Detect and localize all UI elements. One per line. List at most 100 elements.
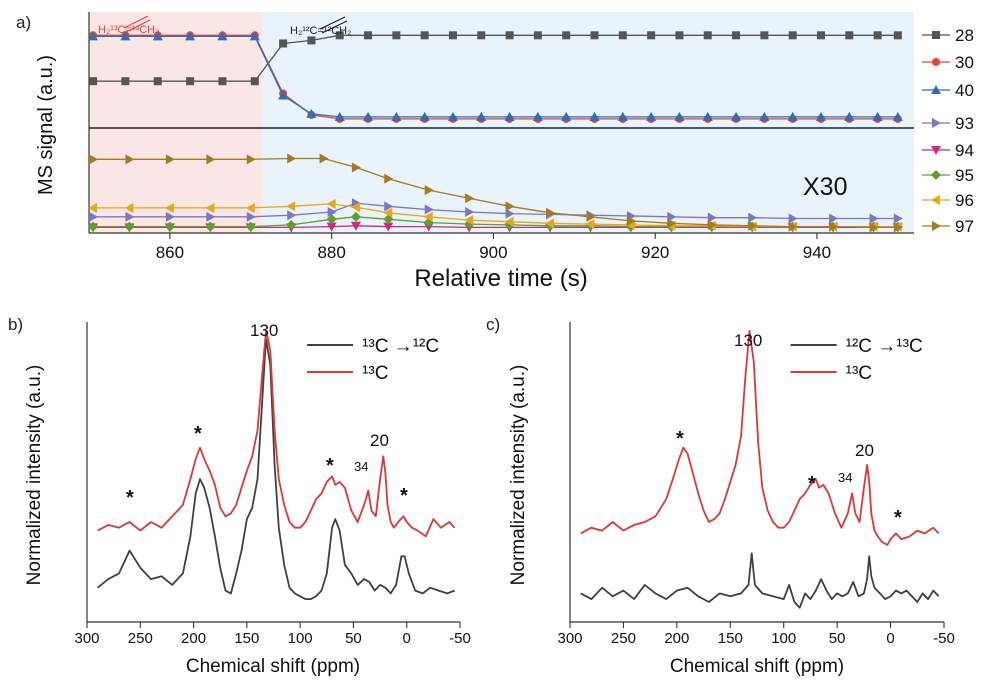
- shaded-region-13c: [89, 12, 262, 233]
- x-tick-label: 100: [771, 630, 796, 647]
- series-93-point: [829, 213, 839, 224]
- legend-marker-96: [931, 195, 940, 205]
- series-95-point: [164, 221, 175, 232]
- series-93-point: [165, 211, 175, 222]
- series-28-point: [186, 77, 195, 86]
- series-28-point: [448, 31, 457, 40]
- legend-marker-40: [931, 85, 941, 94]
- molecule-12c-label: H₂¹²C=¹²CH₂: [290, 25, 351, 37]
- x-tick-label: 250: [128, 630, 153, 647]
- series-28-point: [590, 31, 599, 40]
- b-sideband-star-2: *: [194, 423, 202, 445]
- legend-label-40: 40: [955, 81, 974, 100]
- spectrum-black: [580, 552, 940, 609]
- series-97-point: [165, 154, 175, 165]
- a-x-tick-label: 860: [156, 243, 184, 262]
- series-97-point: [384, 173, 394, 184]
- legend-marker-30: [932, 58, 940, 66]
- series-96-point: [205, 202, 215, 213]
- series-97-point: [626, 215, 636, 226]
- c-x-ticks: 300 250 200 150 100 50 0 -50: [557, 622, 955, 647]
- series-93-point: [893, 213, 903, 224]
- series-97-point: [893, 222, 903, 233]
- series-28-point: [562, 31, 571, 40]
- x-tick-label: 100: [288, 630, 313, 647]
- series-97-point: [788, 221, 798, 232]
- c-peak-label-130: 130: [734, 331, 762, 350]
- series-96-point: [585, 219, 595, 230]
- series-40-point: [892, 111, 903, 121]
- x-tick-label: 200: [181, 630, 206, 647]
- molecule-12c-bond: [319, 16, 346, 30]
- legend-marker-97: [932, 221, 941, 231]
- series-28-point: [816, 31, 825, 40]
- legend-label-95: 95: [955, 166, 974, 185]
- series-97-point: [707, 219, 717, 230]
- molecule-12c-bond-2: [321, 20, 348, 34]
- series-28-point: [250, 77, 259, 86]
- legend-marker-93: [932, 118, 941, 128]
- x-tick-label: 250: [611, 630, 636, 647]
- series-93-point: [125, 211, 135, 222]
- series-28-point: [703, 31, 712, 40]
- legend-marker-94: [931, 146, 941, 155]
- series-40-point: [787, 111, 798, 121]
- series-40-point: [249, 31, 260, 41]
- series-93-line: [93, 202, 898, 220]
- a-x-ticks: 860 880 900 920 940: [156, 233, 831, 262]
- a-legend: 28 30 40 93 94 95 96 97: [922, 26, 974, 236]
- series-28-point: [279, 39, 288, 48]
- series-94-point: [350, 221, 361, 231]
- series-28-point: [307, 36, 316, 45]
- a-x-tick-label: 920: [641, 243, 669, 262]
- x-tick-label: 150: [234, 630, 259, 647]
- spectrum-red: [97, 329, 456, 538]
- x-tick-label: 50: [829, 630, 846, 647]
- c-sideband-star-2: *: [808, 473, 816, 495]
- c-peak-label-20: 20: [855, 441, 874, 460]
- series-93-point: [206, 211, 216, 222]
- a-x-axis-label: Relative time (s): [414, 265, 587, 292]
- series-97-line: [93, 157, 898, 229]
- series-40-point: [185, 31, 196, 41]
- x-tick-label: -50: [933, 630, 955, 647]
- series-97-point: [125, 154, 135, 165]
- series-95-point: [326, 214, 337, 225]
- series-28-point: [732, 31, 741, 40]
- series-28-point: [505, 31, 514, 40]
- spectrum-red: [580, 329, 940, 546]
- legend-label-94: 94: [955, 141, 974, 160]
- series-28-point: [89, 77, 98, 86]
- series-95-point: [205, 221, 216, 232]
- series-96-point: [504, 216, 514, 227]
- series-40-point: [646, 111, 657, 121]
- series-28: [89, 31, 902, 86]
- series-94-point: [326, 222, 337, 232]
- series-40-point: [476, 111, 487, 121]
- series-28-point: [533, 31, 542, 40]
- x-tick-label: 300: [557, 630, 582, 647]
- legend-label-black: ¹²C →¹³C: [846, 336, 923, 357]
- series-28-point: [121, 77, 130, 86]
- legend-label-red: ¹³C: [362, 363, 388, 384]
- series-96-point: [383, 207, 393, 218]
- scale-annotation-x30: X30: [803, 173, 847, 201]
- b-peak-label-20: 20: [370, 431, 389, 450]
- series-96-point: [286, 201, 296, 212]
- legend-label-red: ¹³C: [846, 363, 872, 384]
- series-40-point: [617, 111, 628, 121]
- series-97-point: [319, 153, 329, 164]
- b-series: [97, 329, 456, 600]
- series-28-point: [845, 31, 854, 40]
- series-93-point: [465, 206, 475, 217]
- b-peak-label-130: 130: [250, 321, 278, 340]
- series-40-point: [702, 111, 713, 121]
- legend-label-93: 93: [955, 114, 974, 133]
- panel-b: b) Normalized intensity (a.u.) Chemical …: [8, 315, 471, 677]
- series-93-point: [424, 204, 434, 215]
- series-93-point: [788, 213, 798, 224]
- series-40-point: [504, 111, 515, 121]
- a-y-axis-label: MS signal (a.u.): [35, 55, 57, 195]
- c-legend: ¹²C →¹³C ¹³C: [790, 336, 923, 384]
